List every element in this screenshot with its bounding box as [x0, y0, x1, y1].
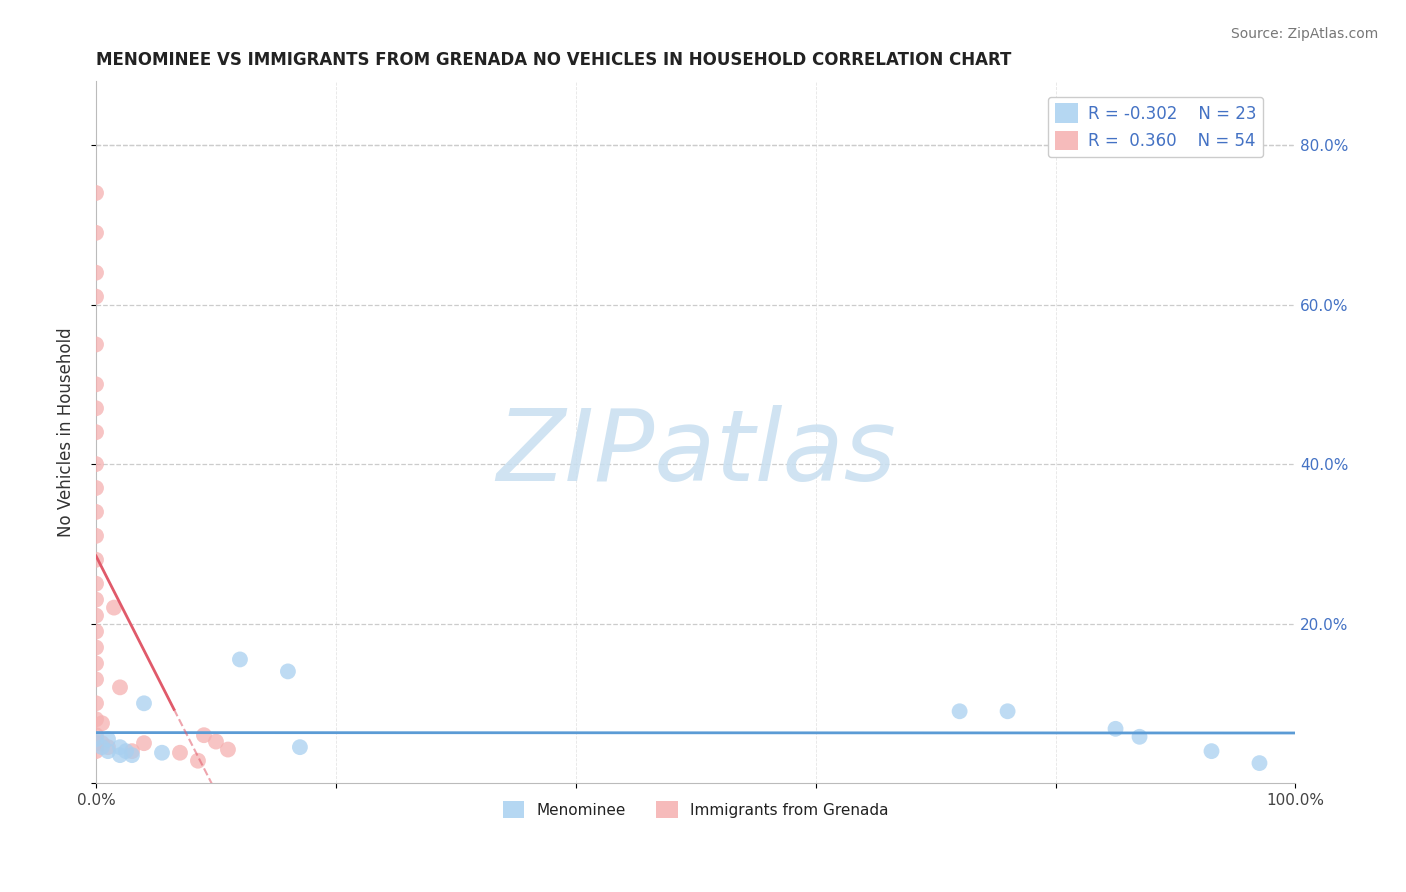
Point: [91, 716, 114, 731]
Point: [84, 266, 107, 280]
Point: [84, 657, 107, 671]
Point: [84, 592, 107, 607]
Point: [132, 736, 155, 750]
Legend: Menominee, Immigrants from Grenada: Menominee, Immigrants from Grenada: [496, 795, 894, 824]
Y-axis label: No Vehicles in Household: No Vehicles in Household: [58, 327, 75, 537]
Point: [84, 712, 107, 726]
Point: [91, 736, 114, 750]
Point: [84, 529, 107, 543]
Point: [108, 748, 131, 763]
Point: [108, 740, 131, 755]
Point: [1128, 730, 1150, 744]
Point: [84, 290, 107, 304]
Point: [277, 665, 299, 679]
Point: [108, 681, 131, 695]
Point: [84, 728, 107, 742]
Point: [217, 742, 239, 756]
Point: [84, 457, 107, 471]
Point: [84, 608, 107, 623]
Point: [84, 640, 107, 655]
Point: [150, 746, 173, 760]
Text: ZIPatlas: ZIPatlas: [496, 405, 896, 501]
Point: [997, 704, 1019, 718]
Point: [1201, 744, 1223, 758]
Point: [288, 740, 311, 755]
Point: [84, 226, 107, 240]
Point: [121, 744, 143, 758]
Point: [84, 744, 107, 758]
Point: [84, 377, 107, 392]
Point: [97, 732, 120, 747]
Point: [84, 337, 107, 351]
Point: [84, 186, 107, 200]
Point: [1104, 722, 1126, 736]
Point: [84, 696, 107, 710]
Point: [84, 553, 107, 567]
Point: [84, 425, 107, 440]
Point: [169, 746, 191, 760]
Point: [97, 744, 120, 758]
Point: [84, 401, 107, 416]
Point: [103, 600, 125, 615]
Point: [84, 576, 107, 591]
Point: [193, 728, 215, 742]
Point: [205, 734, 228, 748]
Point: [97, 740, 120, 755]
Point: [91, 740, 114, 755]
Point: [1249, 756, 1271, 770]
Point: [84, 481, 107, 495]
Point: [84, 624, 107, 639]
Point: [84, 732, 107, 747]
Point: [115, 744, 138, 758]
Point: [187, 754, 209, 768]
Point: [84, 736, 107, 750]
Text: MENOMINEE VS IMMIGRANTS FROM GRENADA NO VEHICLES IN HOUSEHOLD CORRELATION CHART: MENOMINEE VS IMMIGRANTS FROM GRENADA NO …: [96, 51, 1011, 69]
Point: [949, 704, 972, 718]
Point: [132, 696, 155, 710]
Point: [84, 673, 107, 687]
Point: [121, 748, 143, 763]
Point: [229, 652, 252, 666]
Text: Source: ZipAtlas.com: Source: ZipAtlas.com: [1230, 27, 1378, 41]
Point: [84, 505, 107, 519]
